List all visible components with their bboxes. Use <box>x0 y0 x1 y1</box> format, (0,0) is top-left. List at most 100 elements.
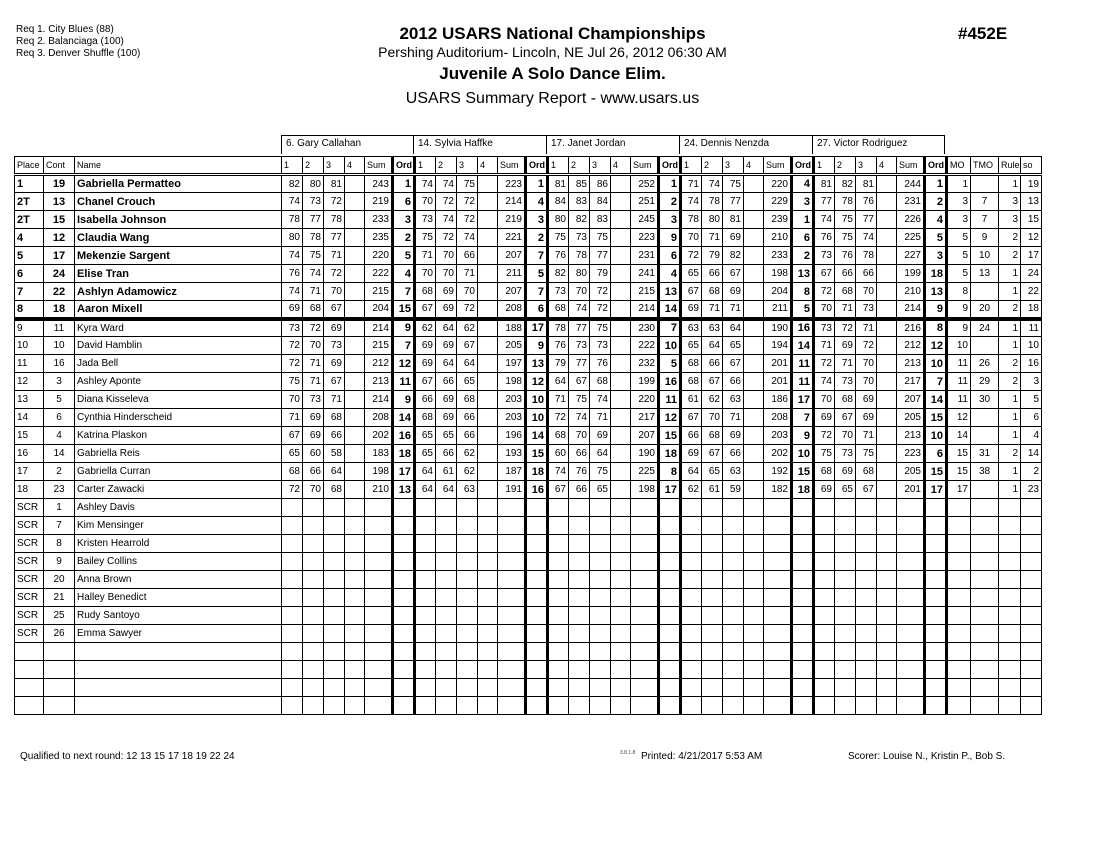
sum-cell: 213 <box>896 354 925 373</box>
score-cell <box>323 660 345 679</box>
score-cell <box>477 534 498 553</box>
score-cell: 75 <box>589 462 611 481</box>
col-judge-2: 2 <box>435 156 457 176</box>
score-cell <box>722 660 744 679</box>
score-cell <box>456 606 478 625</box>
score-cell <box>743 588 764 607</box>
ordinal-cell: 3 <box>790 192 815 211</box>
cont-cell: 18 <box>43 300 75 321</box>
ordinal-cell <box>657 588 682 607</box>
score-cell <box>701 498 723 517</box>
ordinal-cell: 6 <box>391 192 416 211</box>
col-judge-ord: Ord <box>923 156 948 176</box>
printed-timestamp: Printed: 4/21/2017 5:53 AM <box>641 751 763 762</box>
name-cell: Carter Zawacki <box>74 480 282 499</box>
ordinal-cell <box>923 498 948 517</box>
ordinal-cell: 7 <box>524 282 549 301</box>
score-cell: 84 <box>547 192 569 211</box>
ordinal-cell: 12 <box>524 372 549 391</box>
score-cell: 80 <box>302 174 324 193</box>
score-cell: 75 <box>834 210 856 229</box>
score-cell: 67 <box>701 444 723 463</box>
sum-cell: 197 <box>497 354 526 373</box>
score-cell <box>743 264 764 283</box>
sum-cell: 220 <box>630 390 659 409</box>
score-cell: 69 <box>302 408 324 427</box>
score-cell <box>743 390 764 409</box>
sum-cell <box>364 660 393 679</box>
sum-cell <box>896 624 925 643</box>
score-cell <box>344 552 365 571</box>
sum-cell: 223 <box>630 228 659 247</box>
score-cell: 68 <box>701 426 723 445</box>
col-judge-2: 2 <box>302 156 324 176</box>
score-cell: 71 <box>302 354 324 373</box>
score-cell <box>547 624 569 643</box>
score-cell <box>323 516 345 535</box>
score-cell <box>743 462 764 481</box>
so-cell <box>1020 552 1042 571</box>
sum-cell <box>896 606 925 625</box>
score-cell <box>610 246 631 265</box>
tmo-cell <box>970 426 999 445</box>
ordinal-cell: 2 <box>657 192 682 211</box>
score-cell <box>610 498 631 517</box>
requirement: Req 2. Balanciaga (100) <box>16 36 124 47</box>
ordinal-cell: 1 <box>657 174 682 193</box>
so-cell <box>1020 606 1042 625</box>
sum-cell <box>896 498 925 517</box>
so-cell: 16 <box>1020 354 1042 373</box>
rule-cell <box>998 642 1021 661</box>
score-cell <box>323 624 345 643</box>
ordinal-cell: 2 <box>391 228 416 247</box>
sum-cell: 215 <box>630 282 659 301</box>
score-cell: 72 <box>323 192 345 211</box>
judge-name: 17. Janet Jordan <box>546 136 679 154</box>
place-cell: SCR <box>14 606 44 625</box>
sum-cell: 207 <box>630 426 659 445</box>
score-cell <box>743 282 764 301</box>
score-cell: 65 <box>281 444 303 463</box>
score-cell <box>876 354 897 373</box>
col-judge-4: 4 <box>876 156 897 176</box>
score-cell <box>680 606 702 625</box>
mo-cell <box>946 588 971 607</box>
name-cell: Claudia Wang <box>74 228 282 247</box>
score-cell: 65 <box>589 480 611 499</box>
ordinal-cell: 5 <box>391 246 416 265</box>
score-cell <box>701 516 723 535</box>
sum-cell <box>630 516 659 535</box>
name-cell: Ashley Davis <box>74 498 282 517</box>
score-cell: 80 <box>568 264 590 283</box>
score-cell: 74 <box>568 408 590 427</box>
sum-cell: 210 <box>763 228 792 247</box>
score-cell: 71 <box>701 228 723 247</box>
table-row: SCR 20 Anna Brown <box>14 570 1042 589</box>
ordinal-cell: 10 <box>524 390 549 409</box>
score-cell: 64 <box>435 480 457 499</box>
rule-cell: 1 <box>998 390 1021 409</box>
score-cell <box>722 534 744 553</box>
ordinal-cell: 17 <box>790 390 815 409</box>
sum-cell <box>364 642 393 661</box>
score-cell <box>323 588 345 607</box>
score-cell <box>568 624 590 643</box>
score-cell: 82 <box>281 174 303 193</box>
score-cell: 77 <box>813 192 835 211</box>
judge-name: 14. Sylvia Haffke <box>413 136 546 154</box>
score-cell <box>701 624 723 643</box>
rule-cell <box>998 516 1021 535</box>
sum-cell <box>763 552 792 571</box>
sum-cell: 219 <box>497 210 526 229</box>
tmo-cell: 9 <box>970 228 999 247</box>
so-cell: 11 <box>1020 318 1042 337</box>
ordinal-cell: 15 <box>923 408 948 427</box>
sum-cell: 252 <box>630 174 659 193</box>
sum-cell: 220 <box>364 246 393 265</box>
score-cell <box>855 534 877 553</box>
ordinal-cell <box>790 552 815 571</box>
table-row: 8 18 Aaron Mixell 69 68 67 204 15 67 69 72 208 6 68 74… <box>14 300 1042 321</box>
ordinal-cell <box>923 570 948 589</box>
ordinal-cell <box>790 678 815 697</box>
score-cell: 66 <box>414 390 436 409</box>
